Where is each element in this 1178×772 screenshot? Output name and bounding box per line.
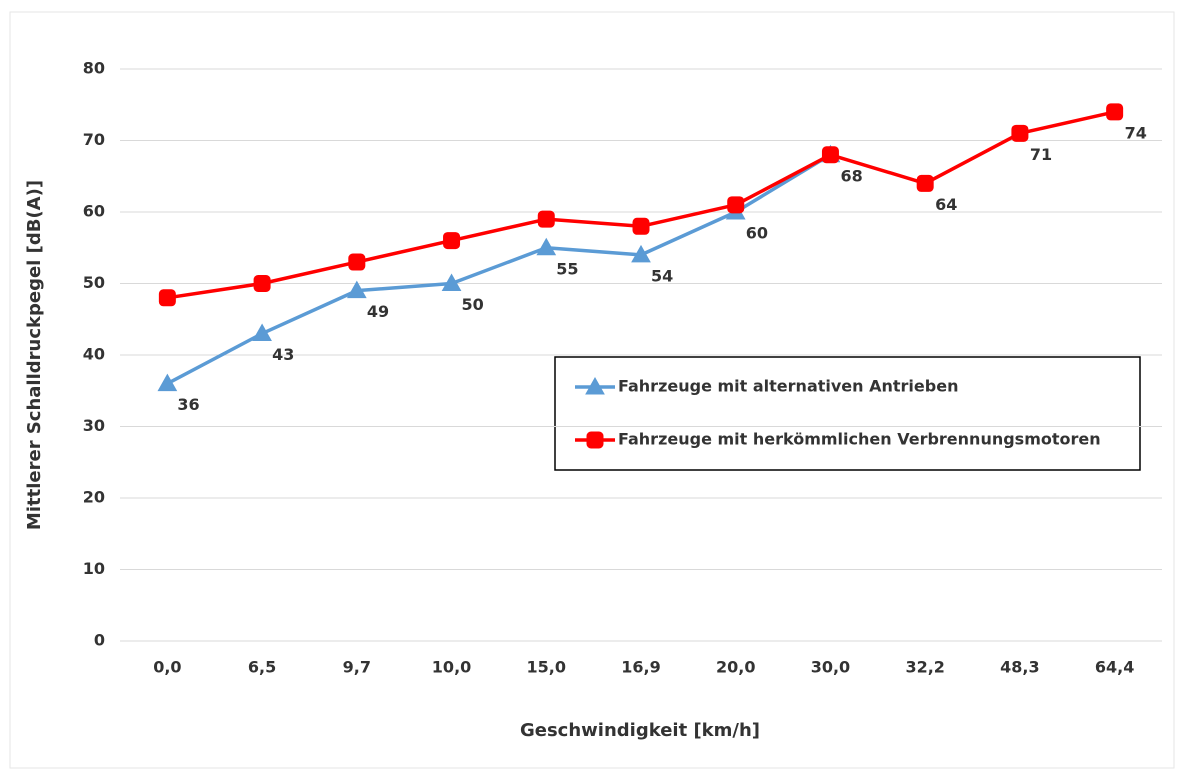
marker <box>253 275 271 292</box>
legend <box>554 356 1141 471</box>
y-tick-label: 60 <box>83 202 105 221</box>
data-label: 60 <box>746 224 768 243</box>
series-line <box>166 153 832 386</box>
data-label: 43 <box>272 345 294 364</box>
y-axis-title: Mittlerer Schalldruckpegel [dB(A)] <box>24 180 45 530</box>
data-label: 55 <box>556 259 578 278</box>
data-label: 50 <box>462 295 484 314</box>
marker <box>1106 103 1124 121</box>
data-label: 54 <box>651 266 673 285</box>
x-tick-label: 48,3 <box>1000 658 1039 677</box>
marker <box>916 174 934 192</box>
x-tick-label: 20,0 <box>716 658 755 677</box>
marker <box>537 210 555 228</box>
x-tick-label: 30,0 <box>811 658 850 677</box>
data-label: 68 <box>840 166 862 185</box>
x-tick-label: 0,0 <box>153 658 181 677</box>
marker <box>1011 124 1029 142</box>
x-tick-label: 32,2 <box>905 658 944 677</box>
marker <box>252 323 272 342</box>
y-tick-label: 30 <box>83 416 105 435</box>
data-label: 71 <box>1030 145 1052 164</box>
marker <box>585 376 605 395</box>
y-tick-label: 80 <box>83 59 105 78</box>
marker <box>536 237 557 256</box>
marker <box>348 253 366 271</box>
y-tick-label: 70 <box>83 130 105 149</box>
x-axis-title: Geschwindigkeit [km/h] <box>520 720 760 741</box>
marker <box>158 289 176 307</box>
legend-label: Fahrzeuge mit herkömmlichen Verbrennungs… <box>618 430 1101 449</box>
y-tick-label: 20 <box>83 488 105 507</box>
y-tick-label: 10 <box>83 559 105 578</box>
data-label: 64 <box>935 195 957 214</box>
marker <box>821 146 839 164</box>
marker <box>441 273 462 291</box>
y-tick-label: 0 <box>94 631 105 650</box>
marker <box>727 196 745 214</box>
marker <box>157 373 178 392</box>
y-tick-label: 50 <box>83 273 105 292</box>
legend-label: Fahrzeuge mit alternativen Antrieben <box>618 377 958 396</box>
marker <box>632 217 650 235</box>
data-label: 49 <box>367 302 389 321</box>
marker <box>631 244 651 263</box>
marker <box>346 280 367 299</box>
x-tick-label: 15,0 <box>527 658 566 677</box>
x-tick-label: 16,9 <box>621 658 660 677</box>
x-tick-label: 9,7 <box>343 658 371 677</box>
data-label: 74 <box>1125 123 1147 142</box>
y-tick-label: 40 <box>83 345 105 364</box>
marker <box>443 232 461 250</box>
x-tick-label: 6,5 <box>248 658 276 677</box>
marker <box>586 431 604 449</box>
data-label: 36 <box>177 395 199 414</box>
x-tick-label: 10,0 <box>432 658 471 677</box>
x-tick-label: 64,4 <box>1095 658 1134 677</box>
